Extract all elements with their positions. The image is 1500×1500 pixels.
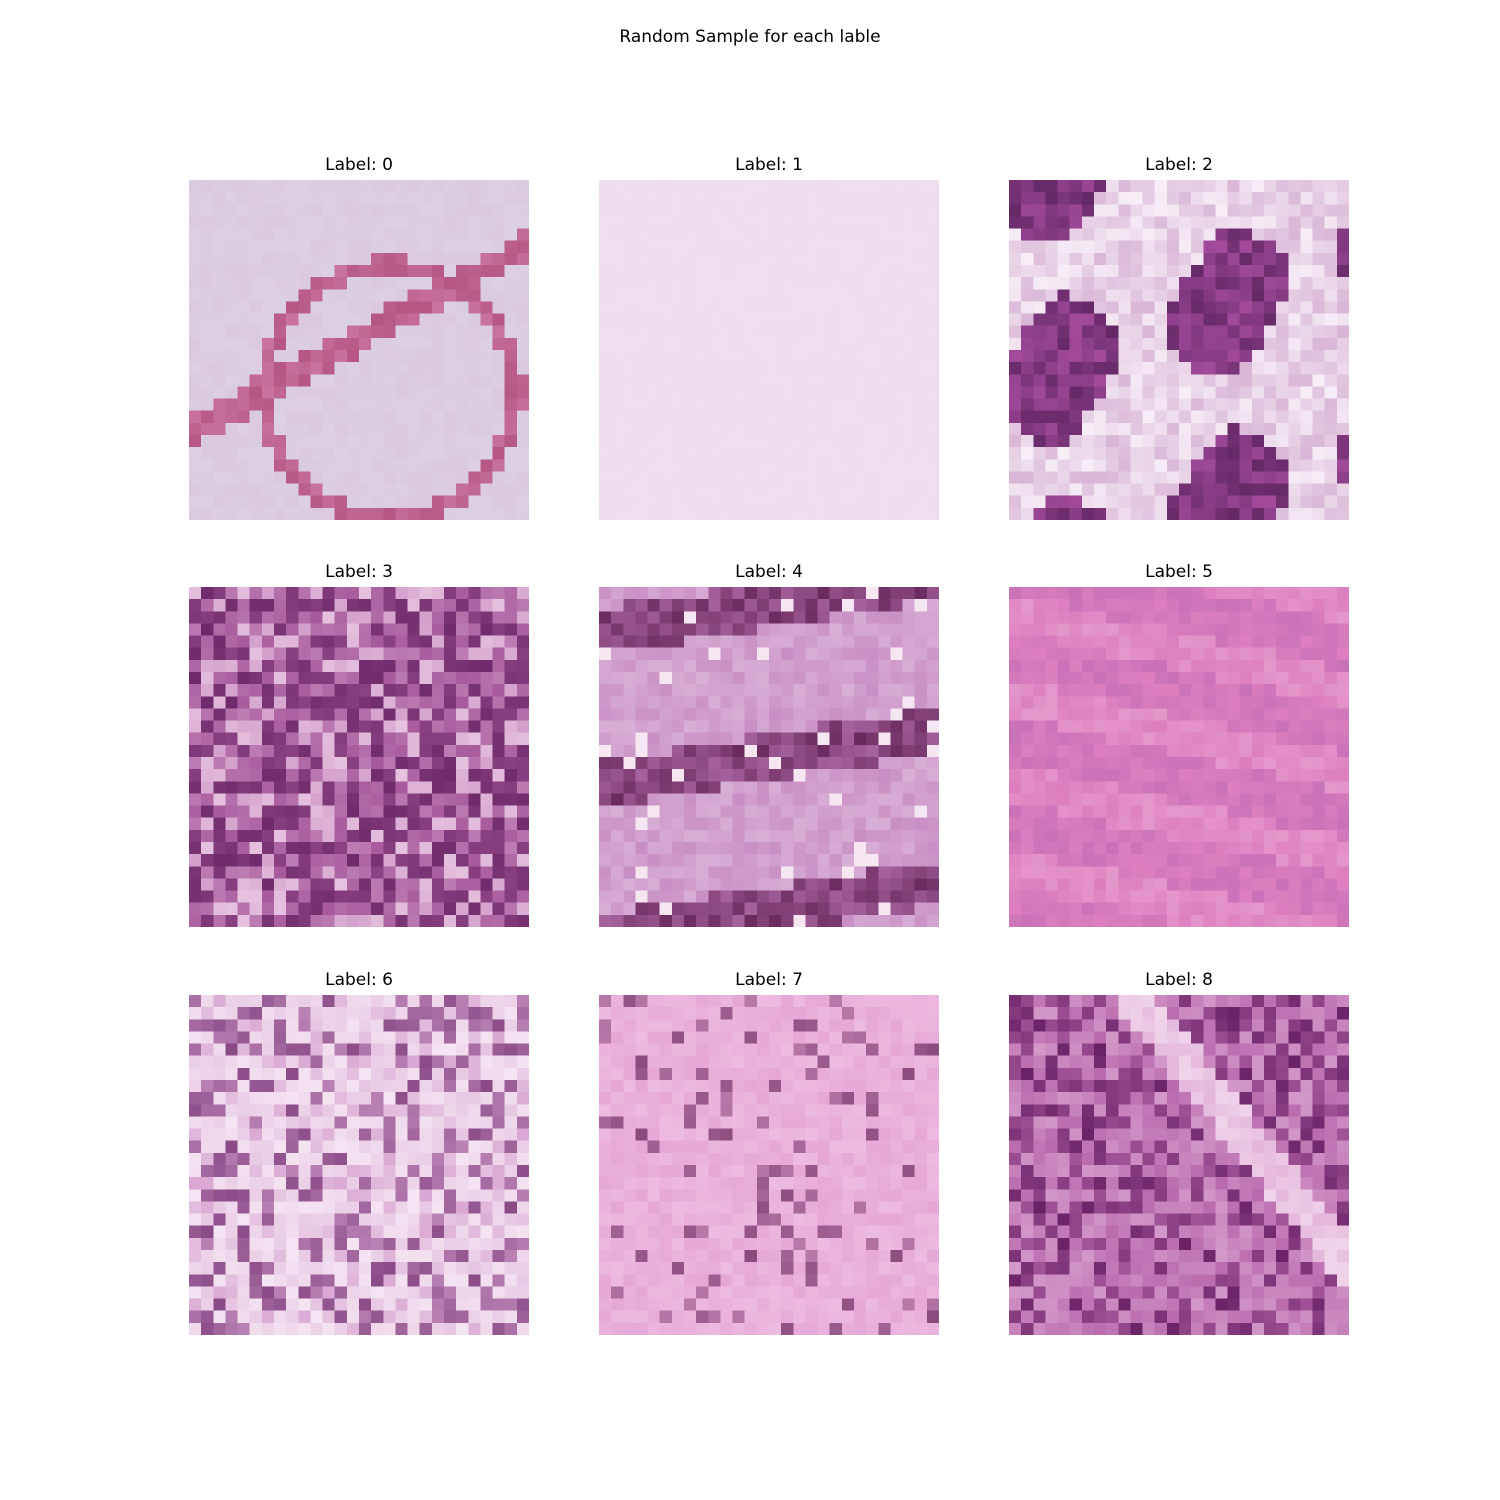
sample-image-3 — [189, 587, 529, 927]
sample-panel-3: Label: 3 — [189, 562, 529, 927]
panel-title: Label: 2 — [1145, 155, 1213, 175]
sample-panel-2: Label: 2 — [1009, 155, 1349, 520]
panel-title: Label: 3 — [325, 562, 393, 582]
sample-panel-8: Label: 8 — [1009, 970, 1349, 1335]
sample-panel-0: Label: 0 — [189, 155, 529, 520]
sample-image-2 — [1009, 180, 1349, 520]
sample-image-7 — [599, 995, 939, 1335]
sample-panel-5: Label: 5 — [1009, 562, 1349, 927]
panel-title: Label: 4 — [735, 562, 803, 582]
sample-image-1 — [599, 180, 939, 520]
panel-title: Label: 7 — [735, 970, 803, 990]
sample-image-0 — [189, 180, 529, 520]
sample-image-6 — [189, 995, 529, 1335]
figure-title: Random Sample for each lable — [619, 27, 881, 47]
sample-panel-7: Label: 7 — [599, 970, 939, 1335]
sample-panel-6: Label: 6 — [189, 970, 529, 1335]
panel-title: Label: 0 — [325, 155, 393, 175]
sample-panel-1: Label: 1 — [599, 155, 939, 520]
sample-image-4 — [599, 587, 939, 927]
panel-title: Label: 6 — [325, 970, 393, 990]
sample-panel-4: Label: 4 — [599, 562, 939, 927]
panel-title: Label: 5 — [1145, 562, 1213, 582]
sample-image-5 — [1009, 587, 1349, 927]
panel-title: Label: 1 — [735, 155, 803, 175]
sample-image-8 — [1009, 995, 1349, 1335]
panel-title: Label: 8 — [1145, 970, 1213, 990]
